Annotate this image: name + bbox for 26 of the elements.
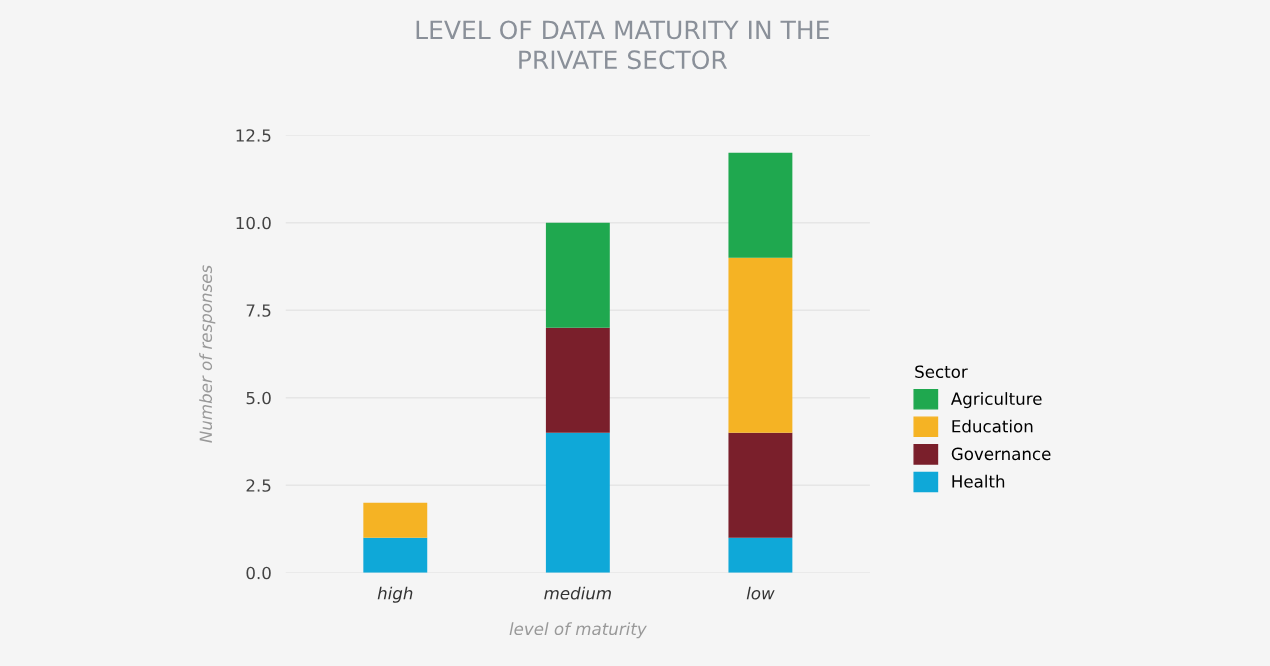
y-tick-label: 5.0 xyxy=(246,391,271,405)
legend-label: Health xyxy=(952,474,1005,488)
y-axis-title: Number of responses xyxy=(199,265,216,443)
bar xyxy=(545,222,610,328)
bar xyxy=(363,537,428,573)
chart-title: LEVEL OF DATA MATURITY IN THE PRIVATE SECTOR xyxy=(416,20,829,70)
y-tick-label: 10.0 xyxy=(236,216,271,230)
legend-label: Governance xyxy=(951,447,1051,461)
legend-title: Sector xyxy=(915,365,968,379)
bar xyxy=(728,432,793,538)
bar xyxy=(728,152,793,258)
y-tick-label: 12.5 xyxy=(236,129,271,142)
bar xyxy=(363,502,428,538)
bar xyxy=(728,257,793,433)
x-tick-label: high xyxy=(377,586,413,603)
bar xyxy=(545,327,610,433)
x-axis-title: level of maturity xyxy=(509,622,647,639)
x-tick-label: medium xyxy=(544,586,611,600)
x-tick-label: low xyxy=(746,586,775,600)
bar xyxy=(728,537,793,573)
bar xyxy=(545,432,610,573)
y-tick-label: 2.5 xyxy=(246,479,271,492)
y-tick-label: 0.0 xyxy=(246,566,271,580)
legend-label: Agriculture xyxy=(950,392,1042,409)
y-tick-label: 7.5 xyxy=(246,304,271,317)
legend-label: Education xyxy=(952,419,1033,433)
